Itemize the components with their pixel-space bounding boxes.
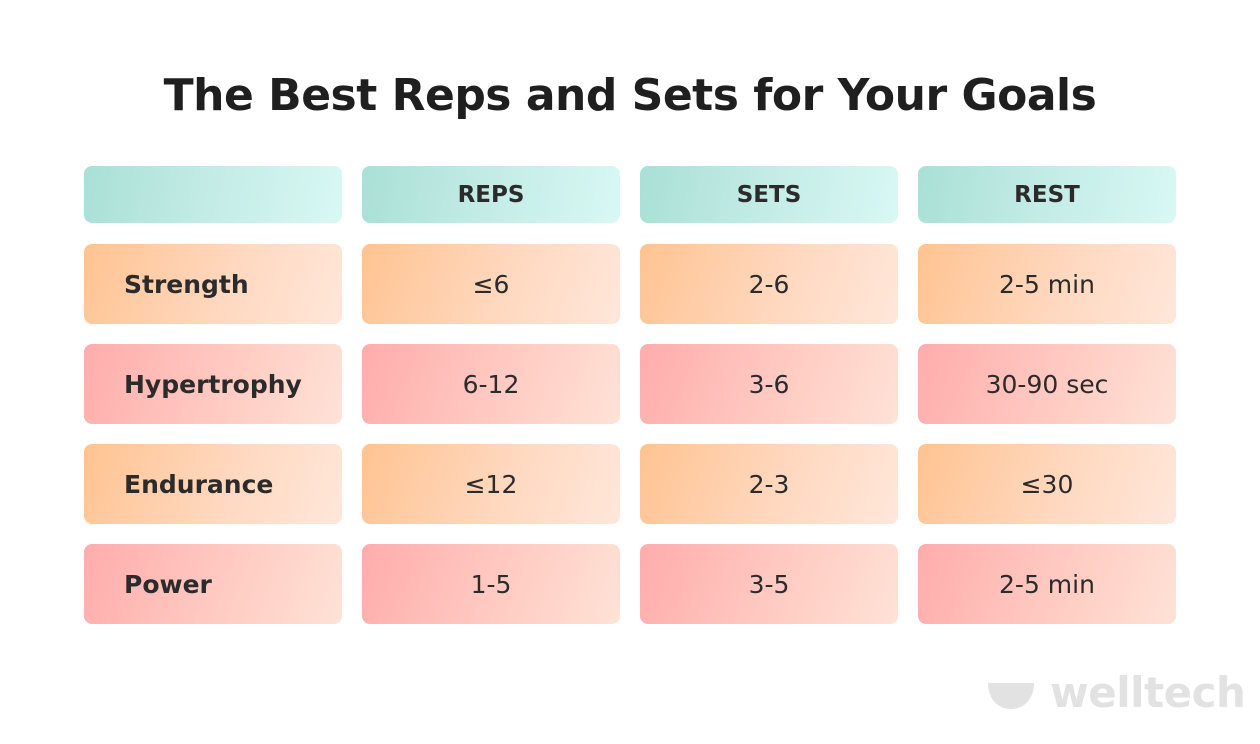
rest-cell: 30-90 sec <box>918 344 1176 424</box>
reps-cell: ≤12 <box>362 444 620 524</box>
header-goal <box>84 166 342 223</box>
table-header-row: REPS SETS REST <box>84 166 1177 223</box>
sets-cell: 2-3 <box>640 444 898 524</box>
sets-cell: 3-6 <box>640 344 898 424</box>
header-sets: SETS <box>640 166 898 223</box>
table-row-endurance: Endurance ≤12 2-3 ≤30 <box>84 444 1177 524</box>
goal-cell: Strength <box>84 244 342 324</box>
header-rest: REST <box>918 166 1176 223</box>
rest-cell: 2-5 min <box>918 244 1176 324</box>
goal-cell: Endurance <box>84 444 342 524</box>
sets-cell: 3-5 <box>640 544 898 624</box>
brand-name: welltech <box>1050 668 1246 717</box>
brand-watermark: welltech <box>986 668 1246 718</box>
goal-cell: Power <box>84 544 342 624</box>
header-reps: REPS <box>362 166 620 223</box>
bowl-icon <box>988 683 1034 709</box>
table-row-hypertrophy: Hypertrophy 6-12 3-6 30-90 sec <box>84 344 1177 424</box>
goal-cell: Hypertrophy <box>84 344 342 424</box>
reps-cell: 1-5 <box>362 544 620 624</box>
rest-cell: ≤30 <box>918 444 1176 524</box>
sets-cell: 2-6 <box>640 244 898 324</box>
reps-sets-table: REPS SETS REST Strength ≤6 2-6 2-5 min H… <box>84 166 1177 644</box>
reps-cell: 6-12 <box>362 344 620 424</box>
table-row-strength: Strength ≤6 2-6 2-5 min <box>84 244 1177 324</box>
rest-cell: 2-5 min <box>918 544 1176 624</box>
page-title: The Best Reps and Sets for Your Goals <box>163 70 1097 121</box>
reps-cell: ≤6 <box>362 244 620 324</box>
table-row-power: Power 1-5 3-5 2-5 min <box>84 544 1177 624</box>
